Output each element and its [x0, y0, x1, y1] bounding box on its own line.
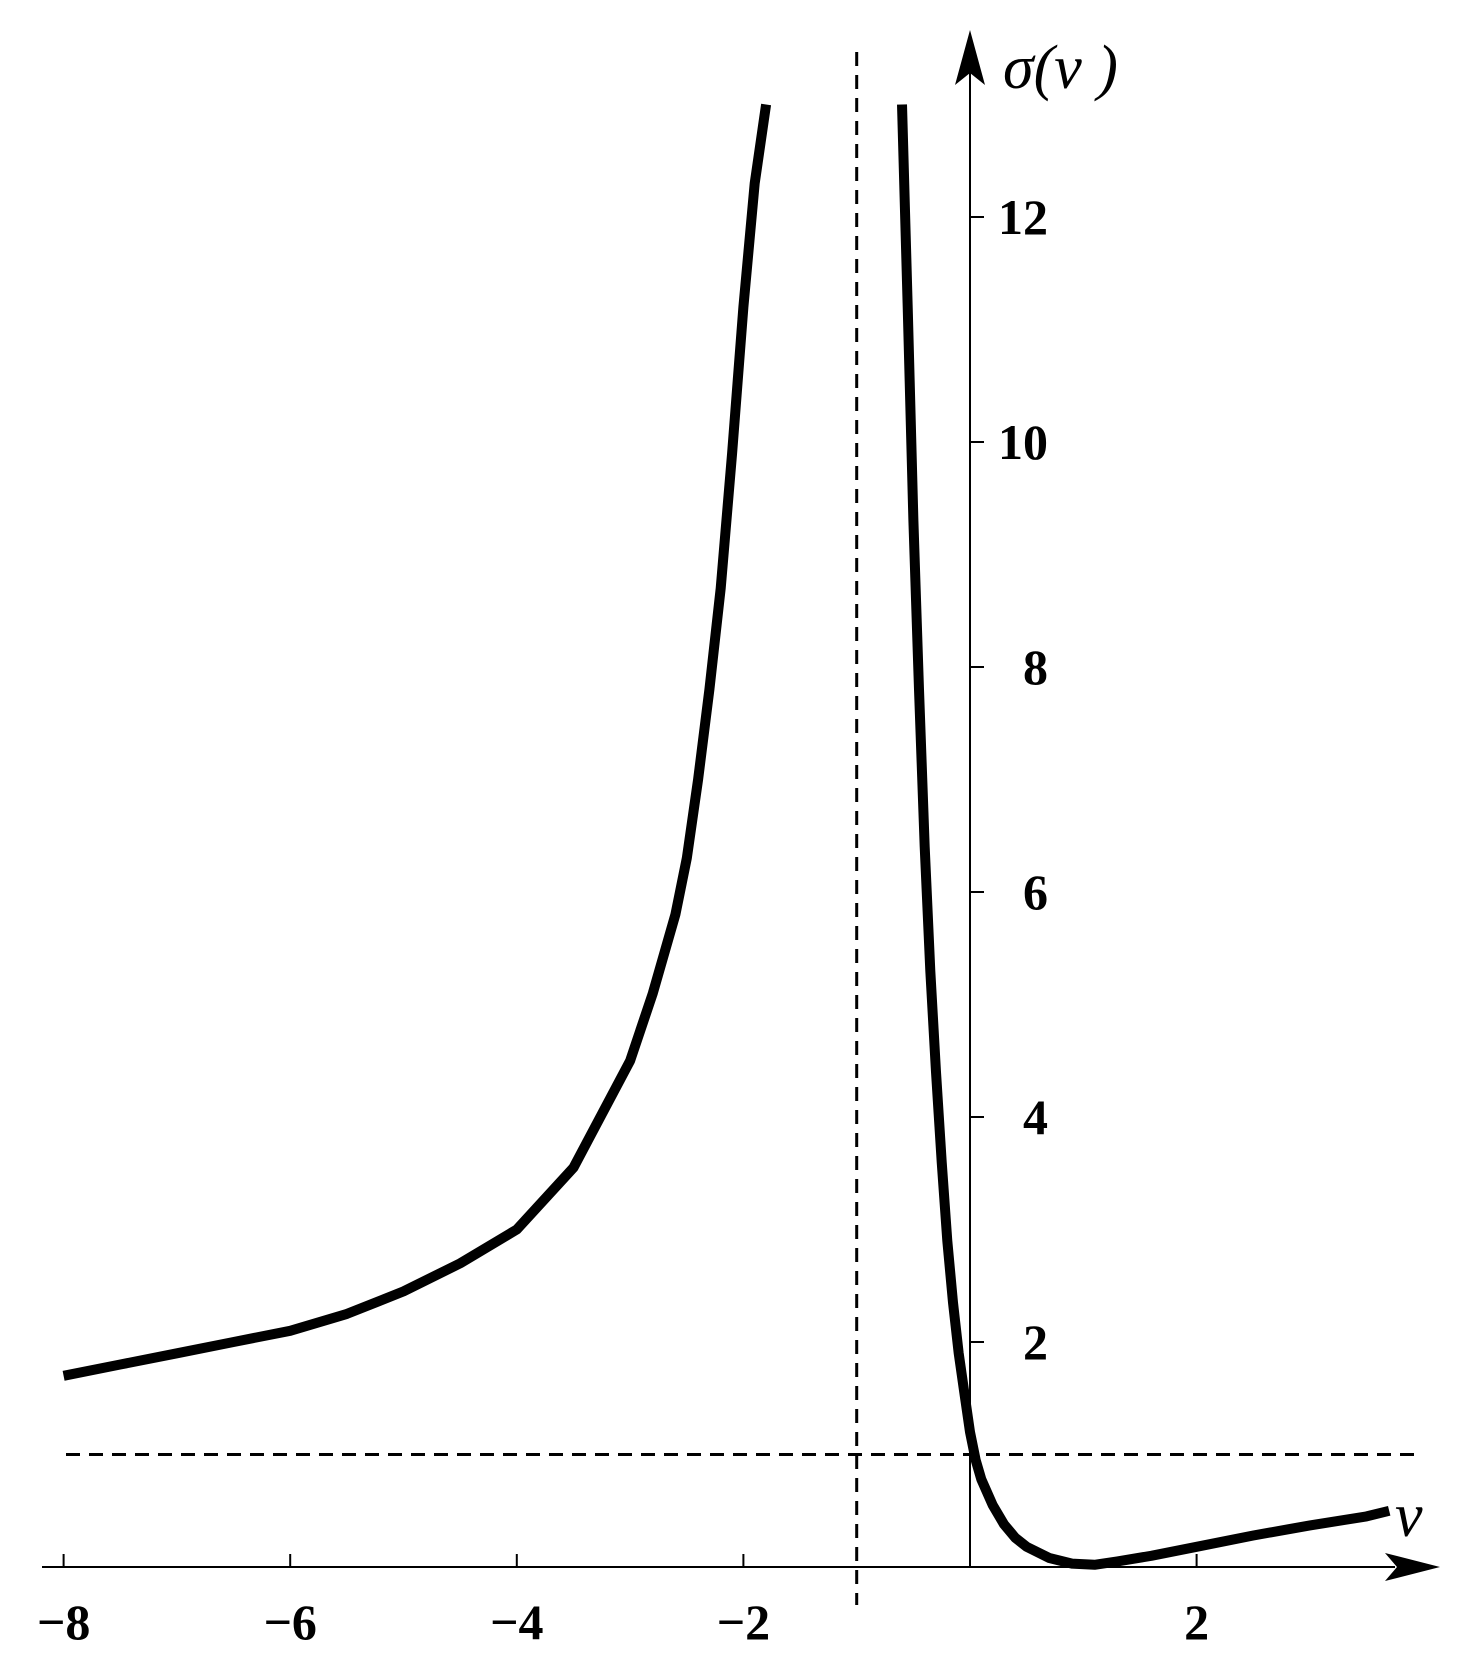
axes — [42, 30, 1440, 1581]
series-line-right-branch — [897, 104, 1391, 1570]
x-tick-label: −8 — [37, 1594, 91, 1650]
y-axis-label: σ(ν ) — [1003, 34, 1118, 102]
y-tick-label: 10 — [998, 414, 1048, 470]
x-tick-label: 2 — [1184, 1594, 1209, 1650]
x-tick-label: −6 — [263, 1594, 317, 1650]
x-tick-label: −4 — [490, 1594, 544, 1650]
x-axis-arrow — [1385, 1553, 1440, 1581]
reference-lines — [66, 52, 1418, 1605]
ticks: −8 −6 −4 −2 2 2 4 6 8 10 12 — [37, 189, 1209, 1650]
curves — [62, 103, 1391, 1570]
y-tick-label: 8 — [1023, 639, 1048, 695]
y-tick-label: 2 — [1023, 1314, 1048, 1370]
y-tick-label: 4 — [1023, 1089, 1048, 1145]
y-tick-label: 12 — [998, 189, 1048, 245]
x-axis-label: ν — [1395, 1482, 1423, 1550]
series-line-left-branch — [62, 103, 772, 1381]
y-tick-label: 6 — [1023, 864, 1048, 920]
y-axis-arrow — [955, 30, 985, 85]
x-tick-label: −2 — [717, 1594, 771, 1650]
